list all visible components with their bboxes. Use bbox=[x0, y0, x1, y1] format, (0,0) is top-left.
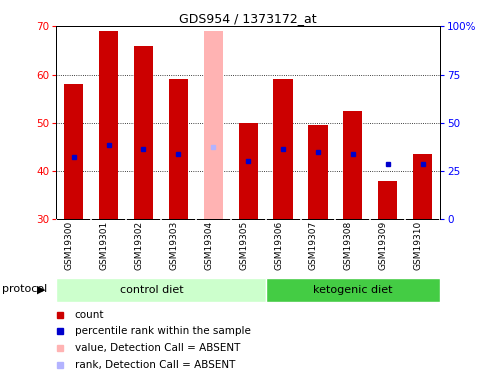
Bar bbox=[265, 278, 439, 302]
Text: control diet: control diet bbox=[120, 285, 183, 295]
Text: GSM19303: GSM19303 bbox=[169, 221, 178, 270]
Text: GSM19301: GSM19301 bbox=[100, 221, 108, 270]
Text: GSM19300: GSM19300 bbox=[64, 221, 74, 270]
Bar bbox=[203, 31, 223, 219]
Text: rank, Detection Call = ABSENT: rank, Detection Call = ABSENT bbox=[75, 360, 235, 370]
Bar bbox=[99, 31, 118, 219]
Bar bbox=[168, 80, 187, 219]
Bar bbox=[273, 80, 292, 219]
Bar bbox=[343, 111, 362, 219]
Bar bbox=[238, 123, 257, 219]
Text: GSM19307: GSM19307 bbox=[308, 221, 317, 270]
Text: value, Detection Call = ABSENT: value, Detection Call = ABSENT bbox=[75, 343, 240, 353]
Bar bbox=[377, 181, 397, 219]
Text: GSM19306: GSM19306 bbox=[273, 221, 283, 270]
Text: GSM19302: GSM19302 bbox=[134, 221, 143, 270]
Text: ketogenic diet: ketogenic diet bbox=[312, 285, 392, 295]
Text: GSM19304: GSM19304 bbox=[204, 221, 213, 270]
Title: GDS954 / 1373172_at: GDS954 / 1373172_at bbox=[179, 12, 316, 25]
Bar bbox=[308, 125, 327, 219]
Bar bbox=[412, 154, 431, 219]
Text: ▶: ▶ bbox=[37, 285, 45, 294]
Text: GSM19308: GSM19308 bbox=[343, 221, 352, 270]
Text: protocol: protocol bbox=[2, 285, 48, 294]
Text: count: count bbox=[75, 310, 104, 320]
Text: percentile rank within the sample: percentile rank within the sample bbox=[75, 326, 250, 336]
Text: GSM19305: GSM19305 bbox=[239, 221, 247, 270]
Text: GSM19309: GSM19309 bbox=[378, 221, 387, 270]
Bar bbox=[56, 278, 265, 302]
Bar bbox=[64, 84, 83, 219]
Text: GSM19310: GSM19310 bbox=[413, 221, 422, 270]
Bar bbox=[134, 46, 153, 219]
